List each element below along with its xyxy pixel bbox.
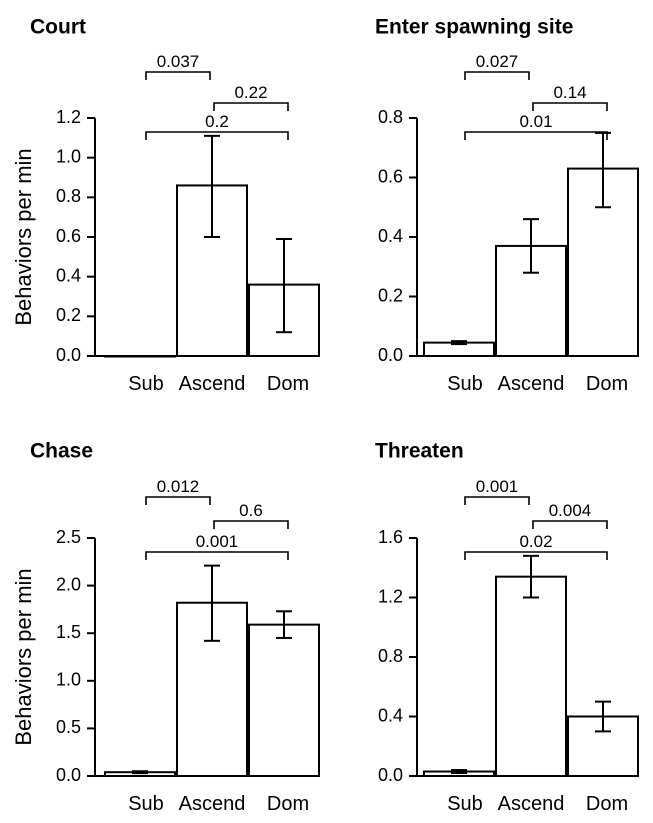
y-tick-label: 1.2 [378,586,403,606]
category-label-dom: Dom [586,373,628,395]
p-value-label: 0.01 [519,112,552,131]
panel-title: Court [30,16,86,39]
p-value-label: 0.012 [157,477,200,496]
y-tick-label: 0.6 [56,226,81,246]
significance-bracket [464,496,530,505]
y-tick-label: 0.5 [56,717,81,737]
y-tick-label: 0.4 [378,226,403,246]
p-value-label: 0.001 [196,532,239,551]
significance-bracket [145,551,289,560]
p-value-label: 0.2 [205,112,229,131]
p-value-label: 0.037 [157,52,200,71]
y-tick-label: 0.8 [378,646,403,666]
bar-ascend [495,575,567,777]
panel-court: Court 0.0 0.2 0.4 0.6 0.8 1.0 1.2 Behaviors per … [11,16,320,395]
category-label-ascend: Ascend [498,373,565,395]
y-tick-label: 0.8 [378,107,403,127]
panel-chase: Chase 0.0 0.5 1.0 1.5 2.0 2.5 Behaviors per min… [11,440,320,815]
y-tick-label: 1.2 [56,107,81,127]
significance-bracket [464,71,530,80]
p-value-label: 0.001 [476,477,519,496]
category-label-dom: Dom [267,373,309,395]
category-label-sub: Sub [128,793,164,815]
bar-sub [104,355,176,358]
y-tick-label: 0.0 [378,765,403,785]
y-tick-label: 0.4 [378,705,403,725]
y-tick-label: 1.0 [56,146,81,166]
p-value-label: 0.004 [549,501,592,520]
category-label-ascend: Ascend [179,373,246,395]
significance-bracket [213,102,289,111]
significance-bracket [145,496,211,505]
category-label-dom: Dom [586,793,628,815]
p-value-label: 0.22 [234,83,267,102]
y-tick-label: 0.0 [56,345,81,365]
p-value-label: 0.6 [239,501,263,520]
y-tick-label: 0.8 [56,186,81,206]
y-tick-label: 2.0 [56,574,81,594]
category-label-sub: Sub [447,793,483,815]
y-tick-label: 0.2 [378,285,403,305]
panel-title: Enter spawning site [375,16,573,39]
bar-dom [248,623,320,778]
p-value-label: 0.14 [553,83,586,102]
y-tick-label: 0.4 [56,265,81,285]
significance-bracket [464,551,608,560]
significance-bracket [464,131,608,140]
significance-bracket [213,520,289,529]
category-label-dom: Dom [267,793,309,815]
significance-bracket [532,102,608,111]
y-tick-label: 0.0 [56,765,81,785]
y-axis-label: Behaviors per min [11,568,36,745]
significance-bracket [145,131,289,140]
panel-title: Chase [30,440,93,463]
category-label-sub: Sub [128,373,164,395]
category-label-ascend: Ascend [498,793,565,815]
y-tick-label: 1.5 [56,622,81,642]
panel-enter-spawning-site: Enter spawning site 0.0 0.2 0.4 0.6 0.8 Sub Asc… [375,16,639,395]
significance-bracket [145,71,211,80]
y-tick-label: 2.5 [56,527,81,547]
y-tick-label: 0.2 [56,305,81,325]
significance-bracket [532,520,608,529]
y-tick-label: 0.6 [378,166,403,186]
y-tick-label: 1.6 [378,527,403,547]
panel-title: Threaten [375,440,464,463]
y-axis-label: Behaviors per min [11,148,36,325]
y-tick-label: 0.0 [378,345,403,365]
p-value-label: 0.027 [476,52,519,71]
category-label-sub: Sub [447,373,483,395]
category-label-ascend: Ascend [179,793,246,815]
panel-threaten: Threaten 0.0 0.4 0.8 1.2 1.6 Sub Ascend Dom 0.001… [375,440,639,815]
y-tick-label: 1.0 [56,670,81,690]
p-value-label: 0.02 [519,532,552,551]
